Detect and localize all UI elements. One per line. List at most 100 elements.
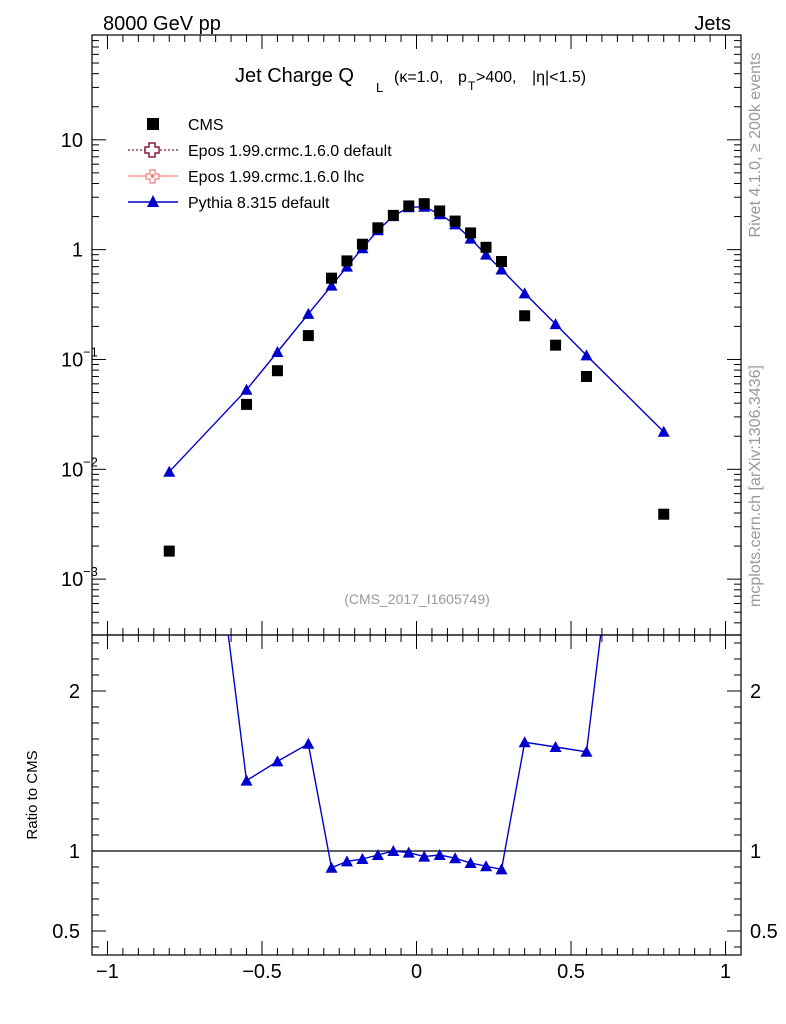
cms-point [302, 330, 314, 342]
main-series [163, 198, 670, 557]
y-tick-label-base: 10 [61, 349, 83, 371]
legend-item: Pythia 8.315 default [128, 195, 330, 212]
cms-point [550, 339, 562, 351]
ratio-y-tick-label: 0.5 [52, 921, 80, 943]
legend-marker-cross [144, 142, 160, 158]
title-main: Jet Charge Q [235, 65, 354, 87]
title-pt-cut: >400, [476, 69, 516, 86]
ratio-y-tick-label-right: 1 [750, 841, 761, 863]
cms-point [403, 200, 415, 212]
cms-point [465, 227, 477, 239]
legend-item: Epos 1.99.crmc.1.6.0 lhc [128, 169, 364, 186]
y-tick-label-exponent: −1 [83, 344, 98, 359]
legend-item: CMS [147, 117, 224, 134]
ratio-frame [91, 634, 742, 956]
title-subscript: L [376, 80, 383, 95]
legend-marker-triangle [147, 195, 159, 207]
ratio-pythia-point [271, 755, 284, 767]
legend: CMS Epos 1.99.crmc.1.6.0 default Epos 1.99… [128, 117, 392, 212]
pythia-point [657, 425, 670, 437]
ratio-pythia-point [580, 745, 593, 757]
y-tick-label-base: 10 [61, 459, 83, 481]
cms-point [326, 272, 338, 284]
ratio-pythia-point [449, 852, 462, 864]
pythia-point [163, 465, 176, 477]
category-label: Jets [694, 13, 731, 35]
ratio-pythia-point [549, 741, 562, 752]
cms-point [356, 238, 368, 250]
ratio-pythia-point [340, 855, 353, 867]
cms-point [372, 222, 384, 234]
cms-point [580, 370, 592, 382]
cms-point [658, 508, 670, 520]
cms-point [241, 398, 253, 410]
y-tick-label-exponent: −2 [83, 454, 98, 469]
legend-marker-square [147, 118, 159, 130]
ratio-y-tick-label-right: 2 [750, 681, 761, 703]
y-tick-label: 1 [72, 240, 83, 262]
pythia-point [495, 263, 508, 275]
ratio-axis-ticks [92, 635, 741, 955]
x-tick-label: 1 [720, 961, 731, 983]
cms-point [341, 255, 353, 267]
analysis-label: (CMS_2017_I1605749) [344, 591, 490, 607]
y-tick-label: 10 [61, 130, 83, 152]
y-tick-label-exponent: −3 [83, 564, 98, 579]
legend-label: Epos 1.99.crmc.1.6.0 default [188, 143, 392, 160]
cms-point [519, 310, 531, 322]
title-eta-cut: |η|<1.5) [532, 69, 586, 86]
pythia-point [240, 383, 253, 395]
ratio-pythia-point [464, 857, 477, 868]
ratio-tick-labels: 0.5 0.5 1 1 2 2 −1 −0.5 0 0.5 1 [52, 681, 778, 983]
y-tick-label-base: 10 [61, 569, 83, 591]
chart-title: Jet Charge Q L (κ=1.0, p T >400, |η|<1.5… [235, 65, 586, 95]
legend-marker-dot [150, 174, 155, 178]
title-kappa: (κ=1.0, [394, 69, 443, 86]
ratio-pythia-point [433, 849, 446, 860]
pythia-point [325, 279, 338, 291]
x-tick-label: 0.5 [557, 961, 585, 983]
ratio-pythia-point [240, 774, 253, 786]
pythia-point [549, 318, 562, 330]
ratio-pythia-point [387, 845, 400, 856]
legend-label: Pythia 8.315 default [188, 195, 330, 212]
pythia-point [271, 345, 284, 357]
cms-point [480, 241, 492, 253]
source-label: mcplots.cern.ch [arXiv:1306.3436] [747, 365, 764, 607]
ratio-pythia-point [356, 853, 369, 864]
ratio-pythia-point [325, 861, 338, 873]
cms-point [449, 215, 461, 227]
pythia-point [518, 287, 531, 299]
title-p: p [458, 69, 467, 86]
legend-label: CMS [188, 117, 224, 134]
ratio-pythia-point [495, 863, 508, 875]
ratio-y-tick-label-right: 0.5 [750, 921, 778, 943]
ratio-pythia-line [227, 635, 602, 871]
ratio-pythia-point [418, 850, 431, 862]
ratio-y-tick-label: 1 [69, 841, 80, 863]
ratio-panel: 0.5 0.5 1 1 2 2 −1 −0.5 0 0.5 1 Ratio to CMS [24, 634, 778, 983]
ratio-pythia-point [302, 737, 315, 749]
title-p-subscript: T [468, 79, 476, 93]
pythia-point [580, 349, 593, 361]
ratio-pythia-point [371, 849, 384, 860]
ratio-pythia-point [402, 846, 415, 858]
ratio-series-clipped [92, 635, 741, 875]
ratio-pythia-point [518, 736, 531, 748]
cms-point [495, 255, 507, 267]
ratio-series [92, 635, 741, 875]
x-tick-label: −0.5 [242, 961, 281, 983]
legend-item: Epos 1.99.crmc.1.6.0 default [128, 142, 392, 160]
legend-label: Epos 1.99.crmc.1.6.0 lhc [188, 169, 364, 186]
ratio-y-tick-label: 2 [69, 681, 80, 703]
cms-point [163, 545, 175, 557]
pythia-line [168, 205, 665, 473]
ratio-pythia-point [480, 860, 493, 872]
pythia-point [480, 248, 493, 260]
x-tick-label: −1 [96, 961, 119, 983]
main-axis-ticks [92, 34, 741, 635]
x-tick-label: 0 [411, 961, 422, 983]
cms-point [434, 205, 446, 217]
